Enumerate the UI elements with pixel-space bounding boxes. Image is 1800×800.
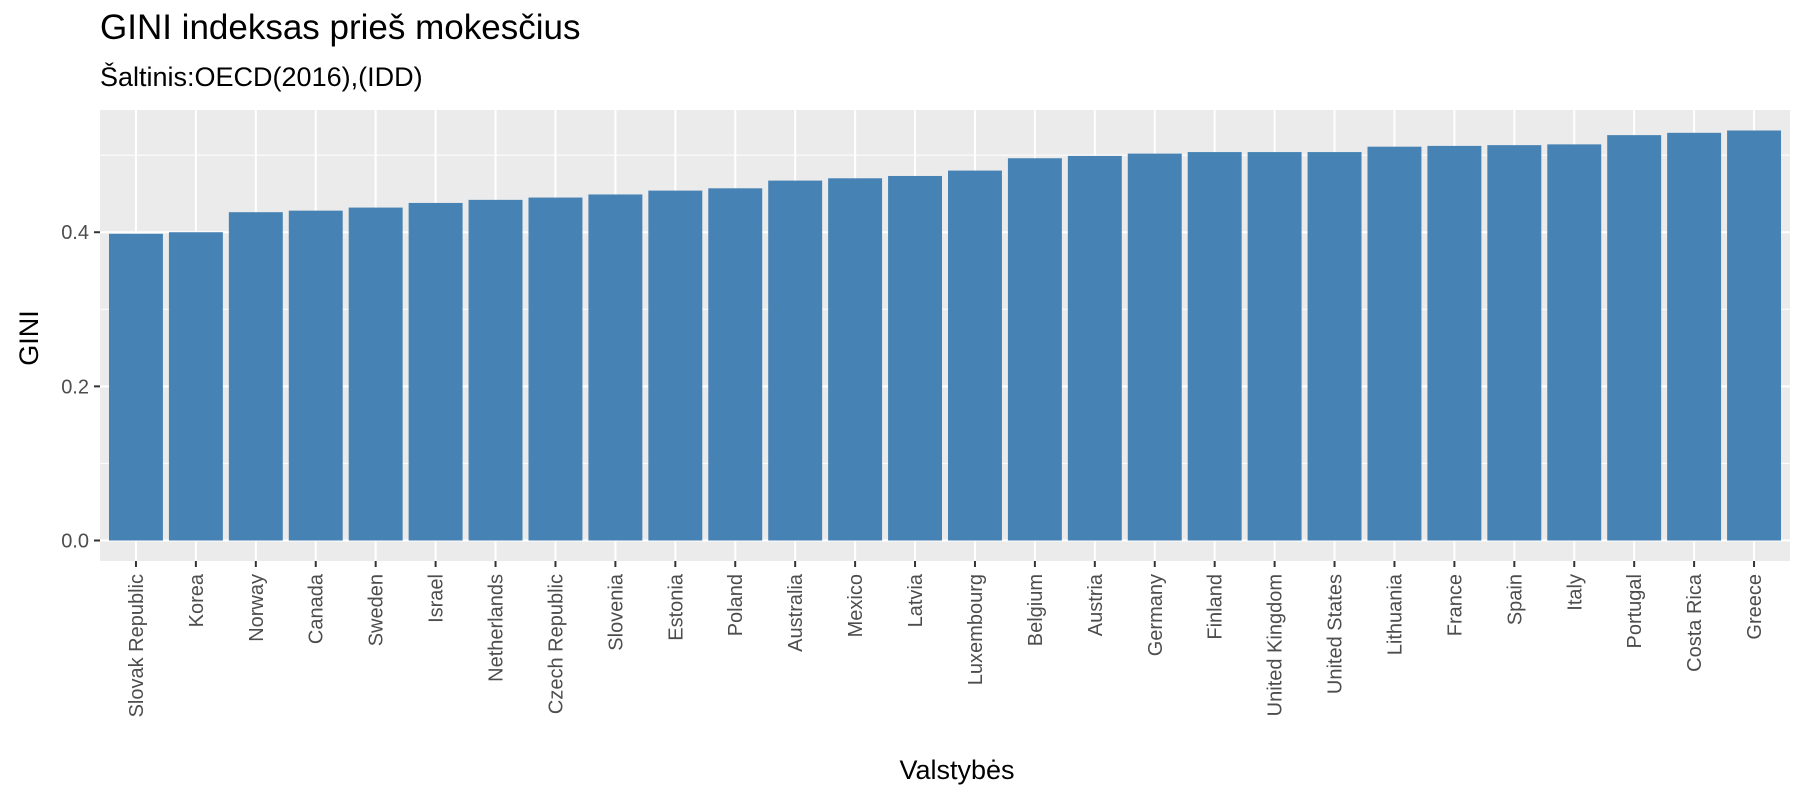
y-tick-label: 0.4	[61, 222, 89, 244]
bar	[947, 170, 1002, 541]
x-axis: Slovak Republic Korea Norway Canada Sweden Is…	[126, 561, 1766, 717]
x-tick-label: France	[1444, 574, 1466, 636]
x-tick-label: Greece	[1744, 574, 1766, 640]
x-tick-label: Korea	[186, 573, 208, 627]
bar	[1487, 145, 1542, 541]
bar	[708, 188, 763, 541]
x-tick-label: Costa Rica	[1684, 573, 1706, 672]
x-tick-label: Belgium	[1025, 574, 1047, 646]
bar	[1187, 152, 1242, 541]
x-tick-label: Netherlands	[486, 574, 508, 682]
bar	[348, 207, 403, 541]
x-tick-label: United Kingdom	[1265, 574, 1287, 716]
x-tick-label: Luxembourg	[965, 574, 987, 685]
x-tick-label: Lithuania	[1384, 573, 1406, 655]
y-axis-title: GINI	[14, 310, 44, 366]
bar	[1067, 155, 1122, 541]
x-tick-label: Slovenia	[605, 573, 627, 651]
chart-subtitle: Šaltinis:OECD(2016),(IDD)	[100, 62, 423, 92]
bar	[288, 210, 343, 541]
y-tick-label: 0.0	[61, 531, 89, 553]
bar	[1547, 144, 1602, 541]
x-tick-label: Sweden	[366, 574, 388, 646]
x-tick-label: Israel	[426, 574, 448, 623]
y-axis: 0.0 0.2 0.4	[61, 222, 100, 553]
bar	[468, 199, 523, 541]
x-tick-label: Austria	[1085, 573, 1107, 636]
x-tick-label: Portugal	[1624, 574, 1646, 649]
bar	[1307, 152, 1362, 541]
bar	[1247, 152, 1302, 541]
x-tick-label: Italy	[1564, 574, 1586, 611]
bar	[648, 190, 703, 541]
bar	[1727, 130, 1782, 541]
x-tick-label: Canada	[306, 573, 328, 644]
bar	[528, 197, 583, 541]
bar	[228, 212, 283, 541]
x-tick-label: Australia	[785, 573, 807, 652]
bar	[888, 175, 943, 541]
bar	[828, 178, 883, 541]
x-tick-label: Czech Republic	[545, 574, 567, 714]
bar	[108, 233, 163, 541]
x-tick-label: Slovak Republic	[126, 574, 148, 717]
bar	[1007, 158, 1062, 541]
x-tick-label: Estonia	[665, 573, 687, 641]
chart-title: GINI indeksas prieš mokesčius	[100, 8, 581, 47]
x-tick-label: Spain	[1504, 574, 1526, 625]
x-axis-title: Valstybės	[899, 755, 1014, 785]
x-tick-label: Poland	[725, 574, 747, 636]
bar	[1667, 132, 1722, 541]
bar	[1127, 153, 1182, 541]
bar	[1607, 135, 1662, 541]
bar	[168, 232, 223, 541]
bar	[768, 180, 823, 541]
x-tick-label: Finland	[1205, 574, 1227, 640]
x-tick-label: Latvia	[905, 573, 927, 627]
x-tick-label: United States	[1325, 574, 1347, 694]
bar	[408, 202, 463, 541]
bar	[1367, 146, 1422, 541]
x-tick-label: Germany	[1145, 574, 1167, 656]
bar	[588, 194, 643, 541]
bar-series	[108, 130, 1782, 541]
y-tick-label: 0.2	[61, 376, 89, 398]
bar	[1427, 145, 1482, 541]
x-tick-label: Mexico	[845, 574, 867, 637]
x-tick-label: Norway	[246, 574, 268, 642]
